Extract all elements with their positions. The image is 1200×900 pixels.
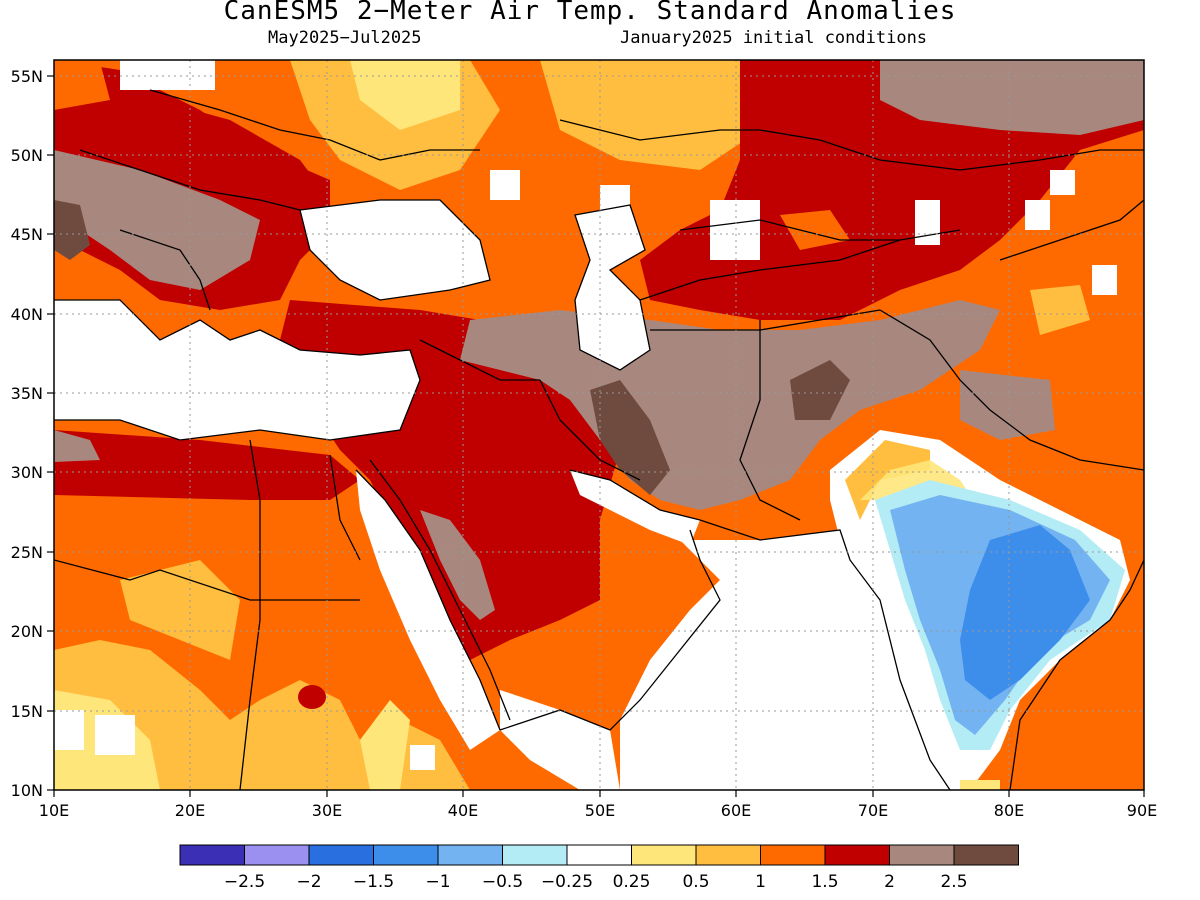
y-axis-labels: 10N 15N 20N 25N 30N 35N 40N 45N 50N 55N [11,67,43,800]
x-tick-label: 50E [585,801,615,820]
colorbar-swatch [437,844,503,866]
y-tick-label: 35N [11,384,43,403]
x-tick-label: 30E [312,801,342,820]
graticule [54,60,1144,790]
colorbar-swatch [889,844,955,866]
colorbar-swatch [373,844,439,866]
colorbar-swatch [502,844,568,866]
x-tick-label: 40E [448,801,478,820]
y-tick-label: 30N [11,463,43,482]
colorbar-label: 2 [884,872,895,892]
x-tick-label: 60E [721,801,751,820]
colorbar-label: 0.25 [613,872,651,892]
x-tick-label: 80E [994,801,1024,820]
colorbar-label: −1 [425,872,450,892]
colorbar-swatch [953,844,1019,866]
x-tick-label: 70E [858,801,888,820]
y-tick-label: 45N [11,225,43,244]
colorbar-swatch [566,844,632,866]
colorbar-label: −1.5 [353,872,394,892]
map-title: CanESM5 2−Meter Air Temp. Standard Anoma… [223,0,957,26]
forecast-period: May2025−Jul2025 [268,28,422,48]
y-tick-label: 20N [11,622,43,641]
colorbar-label: 1 [755,872,766,892]
colorbar-swatch [179,844,245,866]
colorbar-label: 2.5 [940,872,967,892]
tick-marks [47,75,1145,797]
initial-conditions: January2025 initial conditions [620,28,928,48]
y-tick-label: 25N [11,543,43,562]
colorbar-label: 1.5 [811,872,838,892]
y-tick-label: 55N [11,67,43,86]
colorbar-swatch [308,844,374,866]
colorbar-swatch [695,844,761,866]
anomaly-field [54,60,1144,790]
x-axis-labels: 10E 20E 30E 40E 50E 60E 70E 80E 90E [39,801,1157,820]
coastlines [54,89,1144,790]
colorbar-swatch [631,844,697,866]
y-tick-label: 10N [11,781,43,800]
y-tick-label: 40N [11,305,43,324]
colorbar-swatch [824,844,890,866]
colorbar-swatch [244,844,310,866]
colorbar-label: −0.25 [541,872,593,892]
x-tick-label: 20E [175,801,205,820]
y-tick-label: 50N [11,146,43,165]
x-tick-label: 90E [1127,801,1157,820]
x-tick-label: 10E [39,801,69,820]
y-tick-label: 15N [11,702,43,721]
colorbar: −2.5 −2 −1.5 −1 −0.5 −0.25 0.25 0.5 1 1.5 2 2.5 [179,844,1019,892]
colorbar-label: −2.5 [224,872,265,892]
colorbar-label: 0.5 [682,872,709,892]
colorbar-label: −0.5 [482,872,523,892]
colorbar-swatch [760,844,826,866]
map-frame [53,59,1145,791]
colorbar-label: −2 [296,872,321,892]
